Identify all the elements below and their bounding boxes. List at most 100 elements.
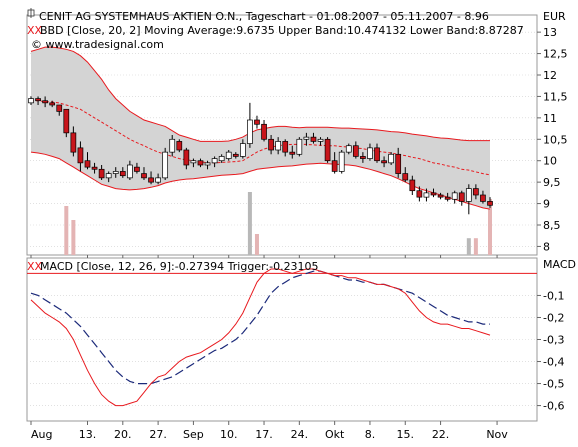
macd-tick-label: -0,2 (543, 311, 564, 324)
macd-axis-title: MACD (543, 258, 576, 271)
candle-body (480, 194, 486, 202)
macd-line (30, 268, 491, 407)
x-tick-label: 13. (79, 428, 97, 441)
candle-body (282, 141, 289, 153)
candle-body (451, 192, 458, 200)
candle-body (141, 173, 147, 179)
bollinger-moving-average (31, 100, 491, 176)
volume-bar (473, 238, 478, 255)
x-tick-label: 24. (291, 428, 309, 441)
macd-y-axis: -0,1 -0,2 -0,3 -0,4 -0,5 -0,6 (537, 289, 564, 413)
candle-body (56, 104, 63, 112)
bollinger-band-area (31, 47, 490, 210)
candle-body (134, 166, 140, 172)
candle-body (91, 166, 98, 170)
candle-body (423, 192, 430, 198)
candle-body (70, 132, 77, 153)
candle-body (381, 160, 387, 164)
candle-body (388, 153, 394, 164)
candle-body (112, 171, 119, 174)
candle-body (430, 192, 437, 196)
volume-bar (71, 220, 76, 255)
candle-body (190, 160, 197, 164)
candle-body (127, 164, 133, 179)
x-axis: Aug 13. 20. 27. Sep 10. 17. 24. Okt 8. 15. 22. Nov (30, 255, 508, 441)
candle-body (119, 171, 126, 177)
price-tick-label: 9,5 (543, 176, 561, 189)
volume-bar (466, 238, 471, 255)
x-tick-label: 10. (220, 428, 238, 441)
volume-bar (488, 199, 492, 255)
price-y-axis: 13 12,5 12 11,5 11 10,5 10 9,5 9 8,5 8 (537, 26, 568, 253)
candle-body (360, 156, 366, 159)
candle-body (296, 138, 303, 155)
price-tick-label: 8 (543, 240, 550, 253)
macd-tick-label: -0,3 (543, 334, 564, 347)
candle-body (458, 192, 465, 202)
candle-body (169, 138, 176, 153)
candle-body (239, 143, 246, 157)
volume-bar (254, 234, 259, 255)
x-tick-label: 22. (432, 428, 450, 441)
macd-tick-label: -0,4 (543, 356, 564, 369)
chart-title: CENIT AG SYSTEMHAUS AKTIEN O.N., Tagesch… (39, 10, 489, 23)
candlesticks (28, 96, 493, 215)
candle-body (487, 201, 493, 206)
price-tick-label: 11,5 (543, 90, 568, 103)
candle-body (261, 123, 267, 140)
candle-body (473, 188, 479, 196)
candle-body (218, 156, 225, 162)
candle-body (289, 151, 296, 155)
price-tick-label: 11 (543, 112, 557, 125)
price-tick-label: 12,5 (543, 48, 568, 61)
candle-body (105, 173, 112, 179)
candle-body (28, 98, 34, 104)
candle-body (367, 147, 373, 159)
macd-trigger-line (30, 270, 490, 385)
candle-body (155, 177, 161, 183)
candle-body (338, 151, 345, 172)
candle-body (63, 108, 70, 134)
x-tick-label: Nov (486, 428, 508, 441)
macd-tick-label: -0,1 (543, 289, 564, 302)
price-tick-label: 10,5 (543, 133, 568, 146)
indicator-swatch-icon: XX (27, 24, 43, 37)
watermark: © www.tradesignal.com (31, 38, 164, 51)
x-tick-label: Aug (31, 428, 52, 441)
candle-body (395, 153, 402, 174)
x-tick-label: 27. (149, 428, 167, 441)
volume-bar (247, 192, 252, 255)
macd-tick-label: -0,6 (543, 400, 564, 413)
candle-body (317, 138, 324, 142)
macd-tick-label: -0,5 (543, 378, 564, 391)
candle-body (416, 190, 423, 198)
candle-body (331, 160, 338, 172)
candle-body (98, 168, 105, 179)
candle-body (310, 136, 317, 142)
x-tick-label: 8. (365, 428, 376, 441)
candle-body (84, 160, 91, 168)
candle-body (465, 188, 472, 202)
x-tick-label: 17. (255, 428, 273, 441)
candle-body (268, 138, 274, 151)
volume-bars (64, 192, 492, 255)
x-tick-label: 15. (397, 428, 415, 441)
candle-body (444, 196, 451, 200)
candle-body (232, 153, 239, 157)
candle-body (409, 179, 416, 192)
candle-body (247, 119, 253, 144)
candle-body (204, 162, 211, 166)
candle-body (324, 138, 331, 162)
x-tick-label: Okt (325, 428, 345, 441)
price-tick-label: 13 (543, 26, 557, 39)
macd-legend: MACD [Close, 12, 26, 9]:-0.27394 Trigger… (40, 260, 319, 273)
bollinger-upper-band (30, 46, 490, 142)
candle-body (402, 173, 409, 181)
candle-body (162, 151, 169, 179)
x-tick-label: 20. (114, 428, 132, 441)
candle-body (176, 141, 183, 151)
candle-body (197, 160, 204, 166)
price-tick-label: 10 (543, 155, 557, 168)
x-tick-label: Sep (183, 428, 204, 441)
